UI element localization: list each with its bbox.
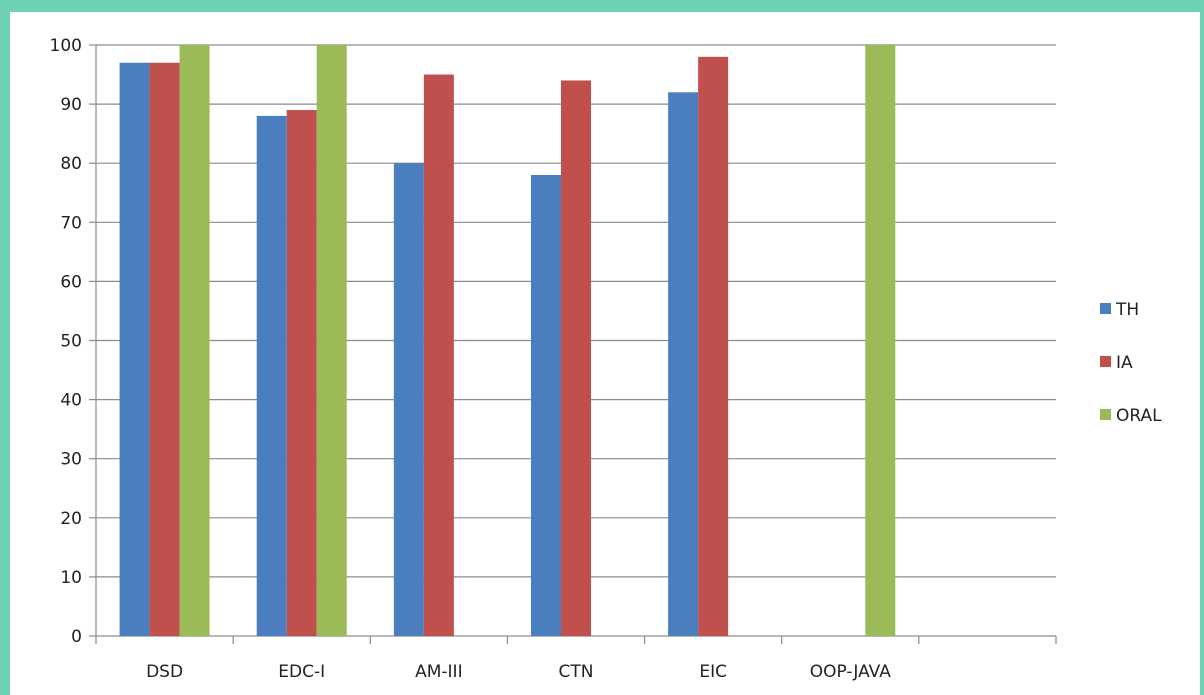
legend-swatch-ia (1100, 356, 1111, 367)
y-tick-label: 50 (60, 332, 82, 352)
legend-label-oral: ORAL (1116, 406, 1162, 426)
x-category-label: EIC (699, 662, 727, 682)
bar-th-dsd (119, 62, 150, 637)
y-tick-label: 70 (60, 213, 82, 233)
y-tick-label: 80 (60, 154, 82, 174)
y-tick-label: 90 (60, 95, 82, 115)
y-tick-label: 60 (60, 272, 82, 292)
bar-oral-dsd (179, 45, 210, 636)
legend-label-th: TH (1115, 300, 1139, 320)
x-category-label: AM-III (415, 662, 462, 682)
bar-ia-am-iii (423, 74, 454, 637)
x-category-label: CTN (559, 662, 594, 682)
bar-th-edc-i (256, 115, 287, 637)
y-tick-labels: 0 10 20 30 40 50 60 70 80 90 100 (50, 36, 82, 647)
bar-th-am-iii (393, 163, 424, 636)
bar-th-ctn (531, 175, 561, 636)
bar-oral-oop-java (865, 45, 896, 636)
y-tick-label: 40 (60, 391, 82, 411)
x-category-label: DSD (146, 662, 183, 682)
category-labels: DSD EDC-I AM-III CTN EIC OOP-JAVA (146, 662, 891, 682)
legend: TH IA ORAL (1100, 300, 1162, 426)
legend-swatch-oral (1100, 409, 1111, 420)
bars (119, 45, 896, 637)
bar-ia-ctn (561, 80, 591, 636)
bar-ia-dsd (149, 62, 180, 637)
bar-chart: 0 10 20 30 40 50 60 70 80 90 100 DSD EDC-I AM-III CTN… (50, 36, 1163, 682)
legend-label-ia: IA (1116, 353, 1133, 373)
legend-swatch-th (1100, 303, 1111, 314)
bar-ia-eic (698, 56, 729, 636)
y-tick-label: 10 (60, 568, 82, 588)
y-tick-label: 30 (60, 450, 82, 470)
y-tick-label: 20 (60, 509, 82, 529)
y-tick-label: 0 (71, 627, 82, 647)
x-category-label: EDC-I (278, 662, 325, 682)
chart-frame: 0 10 20 30 40 50 60 70 80 90 100 DSD EDC-I AM-III CTN… (10, 12, 1200, 695)
bar-ia-edc-i (286, 110, 317, 636)
x-category-label: OOP-JAVA (810, 662, 892, 682)
bar-oral-edc-i (316, 45, 347, 636)
bar-th-eic (668, 92, 699, 636)
y-tick-label: 100 (50, 36, 82, 56)
